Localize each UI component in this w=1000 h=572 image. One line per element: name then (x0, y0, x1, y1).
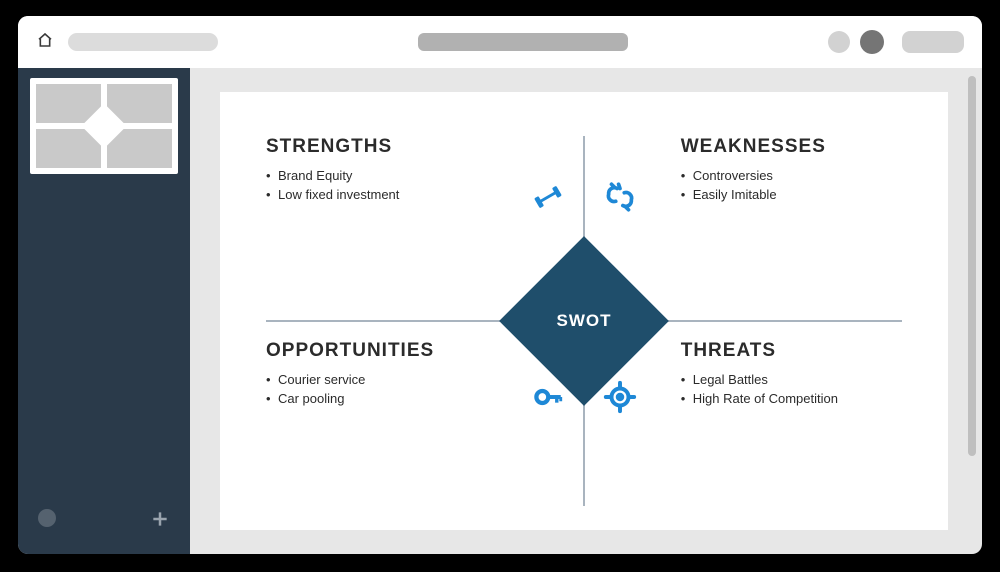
key-icon (531, 380, 565, 414)
window-control-max[interactable] (860, 30, 884, 54)
slide-sidebar (18, 68, 190, 554)
scrollbar[interactable] (968, 76, 976, 456)
home-icon[interactable] (36, 32, 54, 53)
list-item: High Rate of Competition (681, 391, 902, 406)
app-window: STRENGTHS Brand Equity Low fixed investm… (18, 16, 982, 554)
canvas-area: STRENGTHS Brand Equity Low fixed investm… (190, 68, 982, 554)
list-item: Easily Imitable (681, 187, 902, 202)
toolbar-search-placeholder[interactable] (418, 33, 628, 51)
quadrant-list: Legal Battles High Rate of Competition (681, 372, 902, 406)
list-item: Low fixed investment (266, 187, 487, 202)
list-item: Brand Equity (266, 168, 487, 183)
dumbbell-icon (531, 180, 565, 214)
list-item: Legal Battles (681, 372, 902, 387)
add-slide-button[interactable] (150, 509, 170, 534)
quadrant-opportunities: OPPORTUNITIES Courier service Car poolin… (266, 328, 571, 506)
list-item: Controversies (681, 168, 902, 183)
slide-thumbnail[interactable] (30, 78, 178, 174)
toolbar-center (228, 33, 818, 51)
list-item: Courier service (266, 372, 487, 387)
toolbar-address-placeholder[interactable] (68, 33, 218, 51)
swot-diagram: STRENGTHS Brand Equity Low fixed investm… (266, 136, 902, 506)
toolbar (18, 16, 982, 68)
window-control-min[interactable] (828, 31, 850, 53)
sidebar-footer (18, 493, 190, 554)
window-control-menu[interactable] (902, 31, 964, 53)
slide-thumbnail-preview (36, 84, 172, 168)
broken-chain-icon (603, 180, 637, 214)
list-item: Car pooling (266, 391, 487, 406)
swot-center-label: SWOT (557, 311, 612, 331)
app-body: STRENGTHS Brand Equity Low fixed investm… (18, 68, 982, 554)
quadrant-title: WEAKNESSES (681, 136, 902, 158)
sidebar-indicator[interactable] (38, 509, 56, 527)
quadrant-list: Brand Equity Low fixed investment (266, 168, 487, 202)
toolbar-right (828, 30, 964, 54)
quadrant-list: Controversies Easily Imitable (681, 168, 902, 202)
quadrant-weaknesses: WEAKNESSES Controversies Easily Imitable (597, 136, 902, 314)
quadrant-title: OPPORTUNITIES (266, 340, 487, 362)
quadrant-threats: THREATS Legal Battles High Rate of Compe… (597, 328, 902, 506)
target-icon (603, 380, 637, 414)
quadrant-list: Courier service Car pooling (266, 372, 487, 406)
quadrant-title: STRENGTHS (266, 136, 487, 158)
quadrant-strengths: STRENGTHS Brand Equity Low fixed investm… (266, 136, 571, 314)
app-frame: STRENGTHS Brand Equity Low fixed investm… (0, 0, 1000, 572)
slide[interactable]: STRENGTHS Brand Equity Low fixed investm… (220, 92, 948, 530)
quadrant-title: THREATS (681, 340, 902, 362)
